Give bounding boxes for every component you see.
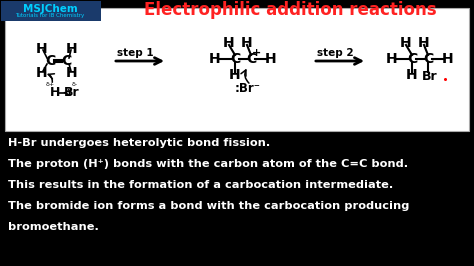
Text: H: H — [66, 42, 78, 56]
Text: This results in the formation of a carbocation intermediate.: This results in the formation of a carbo… — [8, 180, 393, 190]
Text: H: H — [442, 52, 454, 66]
Text: H: H — [209, 52, 221, 66]
Text: H-Br undergoes heterolytic bond fission.: H-Br undergoes heterolytic bond fission. — [8, 138, 270, 148]
Text: H: H — [223, 36, 235, 50]
Text: +: + — [252, 48, 262, 58]
Text: H: H — [400, 36, 412, 50]
Text: H: H — [265, 52, 277, 66]
Text: The proton (H⁺) bonds with the carbon atom of the C=C bond.: The proton (H⁺) bonds with the carbon at… — [8, 159, 408, 169]
FancyBboxPatch shape — [1, 1, 101, 21]
Text: Br: Br — [64, 86, 80, 99]
Text: bromoethane.: bromoethane. — [8, 222, 99, 232]
Text: C: C — [61, 54, 71, 68]
Text: H: H — [406, 68, 418, 82]
Text: Electrophilic addition reactions: Electrophilic addition reactions — [144, 1, 436, 19]
Text: C: C — [45, 54, 55, 68]
Text: Tutorials for IB Chemistry: Tutorials for IB Chemistry — [15, 14, 85, 19]
Text: C: C — [407, 52, 417, 66]
Text: :Br⁻: :Br⁻ — [235, 82, 261, 95]
Text: C: C — [230, 52, 240, 66]
FancyBboxPatch shape — [5, 8, 469, 131]
Text: C: C — [423, 52, 433, 66]
Text: H: H — [229, 68, 241, 82]
Text: step 2: step 2 — [317, 48, 353, 58]
Text: H: H — [36, 42, 48, 56]
Text: The bromide ion forms a bond with the carbocation producing: The bromide ion forms a bond with the ca… — [8, 201, 410, 211]
Text: H: H — [418, 36, 430, 50]
Text: H: H — [36, 66, 48, 80]
Text: step 1: step 1 — [117, 48, 153, 58]
Text: δ-: δ- — [72, 82, 78, 88]
Text: H: H — [66, 66, 78, 80]
Text: H: H — [386, 52, 398, 66]
Text: H: H — [50, 86, 60, 99]
Text: C: C — [246, 52, 256, 66]
Text: MSJChem: MSJChem — [23, 4, 77, 14]
Text: δ+: δ+ — [46, 82, 55, 88]
Text: H: H — [241, 36, 253, 50]
Text: Br: Br — [422, 69, 438, 82]
